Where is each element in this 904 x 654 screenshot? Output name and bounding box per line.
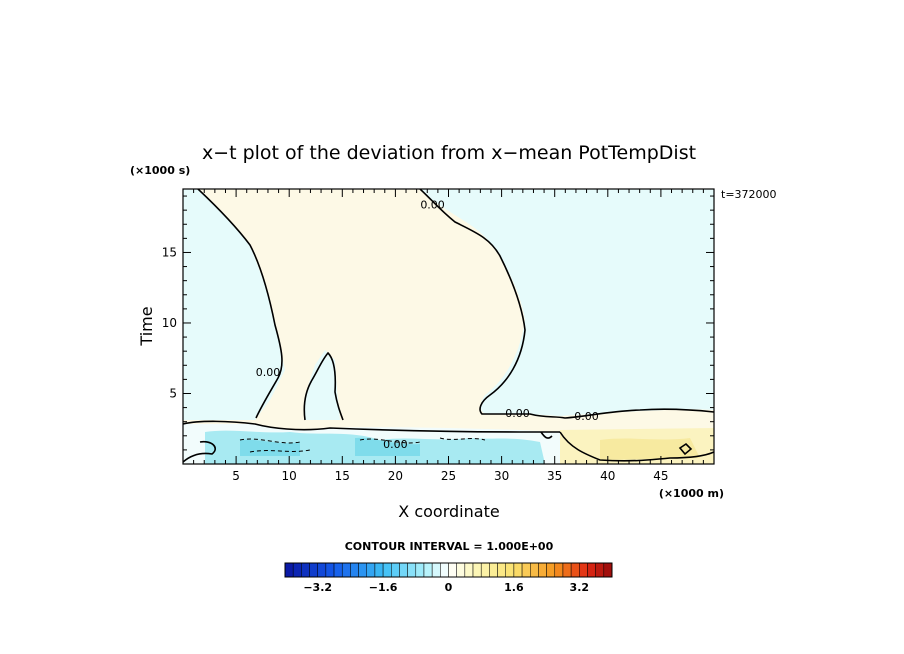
colorbar-cell-2 xyxy=(301,562,310,578)
x-tick-label-0: 5 xyxy=(232,469,240,483)
colorbar-cell-23 xyxy=(472,562,482,578)
colorbar-cell-20 xyxy=(448,562,457,578)
colorbar-cell-35 xyxy=(570,562,580,578)
colorbar-cell-27 xyxy=(505,562,515,578)
contour-label-0: 0.00 xyxy=(420,198,445,211)
contour-interval-label: CONTOUR INTERVAL = 1.000E+00 xyxy=(345,540,554,553)
colorbar-tick-label-1: −1.6 xyxy=(369,581,398,594)
colorbar-cell-1 xyxy=(292,562,302,578)
x-tick-label-8: 45 xyxy=(653,469,668,483)
colorbar-cell-25 xyxy=(489,562,498,578)
colorbar-cell-33 xyxy=(554,562,564,578)
colorbar-cell-15 xyxy=(407,562,417,578)
colorbar-cell-10 xyxy=(366,562,376,578)
colorbar-tick-label-0: −3.2 xyxy=(303,581,332,594)
colorbar-cell-6 xyxy=(333,562,343,578)
colorbar-cell-4 xyxy=(317,562,327,578)
y-axis-label: Time xyxy=(137,306,156,346)
contour-label-3: 0.00 xyxy=(574,410,599,423)
chart-title: x−t plot of the deviation from x−mean Po… xyxy=(202,142,696,164)
colorbar-cell-9 xyxy=(358,562,368,578)
colorbar-cell-38 xyxy=(595,562,605,578)
x-tick-label-1: 10 xyxy=(282,469,297,483)
contour-negative-lines xyxy=(239,437,486,453)
colorbar-cell-0 xyxy=(284,562,294,578)
contour-label-2: 0.00 xyxy=(505,407,530,420)
x-tick-label-6: 35 xyxy=(547,469,562,483)
x-unit-label: (×1000 m) xyxy=(659,487,724,500)
y-tick-label-0: 5 xyxy=(169,386,177,400)
colorbar-cell-24 xyxy=(480,562,490,578)
y-tick-label-2: 15 xyxy=(162,245,177,259)
heatmap-field xyxy=(183,189,714,464)
colorbar-cell-5 xyxy=(325,562,335,578)
colorbar-tick-label-3: 1.6 xyxy=(504,581,524,594)
colorbar-cell-18 xyxy=(431,562,441,578)
contour-label-1: 0.00 xyxy=(256,366,281,379)
y-tick-label-1: 10 xyxy=(162,316,177,330)
x-tick-label-2: 15 xyxy=(335,469,350,483)
colorbar-cell-14 xyxy=(399,562,408,578)
colorbar-cell-13 xyxy=(391,562,400,578)
x-axis-label: X coordinate xyxy=(398,502,499,521)
colorbar-cell-34 xyxy=(562,562,572,578)
colorbar-cell-29 xyxy=(521,562,531,578)
time-stamp: t=372000 xyxy=(721,188,777,201)
colorbar-cell-17 xyxy=(423,562,433,578)
contour-zero-lines xyxy=(183,189,714,463)
colorbar-cell-36 xyxy=(579,562,588,578)
y-unit-label: (×1000 s) xyxy=(130,164,190,177)
colorbar xyxy=(284,562,613,578)
colorbar-cell-22 xyxy=(464,562,474,578)
colorbar-cell-39 xyxy=(603,562,613,578)
region-negative-finger xyxy=(305,350,340,420)
colorbar-cell-3 xyxy=(309,562,318,578)
colorbar-cell-8 xyxy=(350,562,359,578)
colorbar-cell-26 xyxy=(497,562,506,578)
colorbar-tick-label-2: 0 xyxy=(445,581,453,594)
colorbar-cell-28 xyxy=(513,562,523,578)
colorbar-cell-7 xyxy=(341,562,351,578)
x-axis: 5 10 15 20 25 30 35 40 45 xyxy=(193,189,704,483)
colorbar-frame xyxy=(284,562,613,578)
colorbar-cell-11 xyxy=(374,562,384,578)
contour-label-4: 0.00 xyxy=(383,438,408,451)
x-tick-label-7: 40 xyxy=(600,469,615,483)
colorbar-cell-21 xyxy=(456,562,466,578)
x-tick-label-5: 30 xyxy=(494,469,509,483)
colorbar-cell-37 xyxy=(587,562,596,578)
colorbar-cell-31 xyxy=(538,562,547,578)
y-axis: 5 10 15 xyxy=(162,195,714,451)
colorbar-cell-30 xyxy=(530,562,539,578)
colorbar-cell-32 xyxy=(546,562,556,578)
colorbar-cell-19 xyxy=(440,562,449,578)
x-tick-label-3: 20 xyxy=(388,469,403,483)
x-tick-label-4: 25 xyxy=(441,469,456,483)
colorbar-cell-12 xyxy=(382,562,392,578)
contour-labels: 0.00 0.00 0.00 0.00 0.00 xyxy=(256,198,599,451)
colorbar-ticks: −3.2 −1.6 0 1.6 3.2 xyxy=(303,581,589,594)
colorbar-cell-16 xyxy=(415,562,425,578)
colorbar-tick-label-4: 3.2 xyxy=(570,581,590,594)
